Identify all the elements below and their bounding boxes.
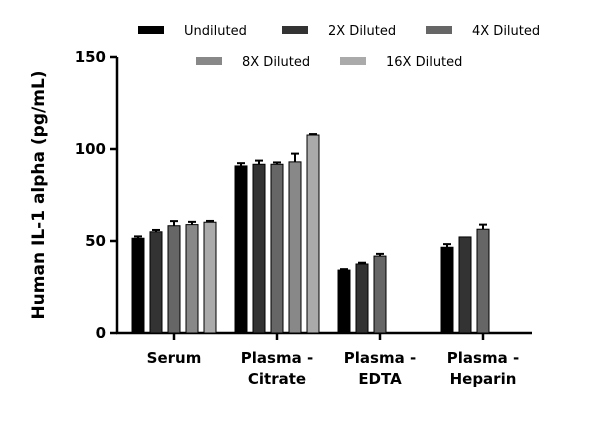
legend-label: 16X Diluted [386,55,462,70]
legend-label: 2X Diluted [328,24,396,39]
bar-undiluted [234,165,248,334]
legend-label: 8X Diluted [242,55,310,70]
bar-2x-diluted [149,231,163,334]
legend-label: Undiluted [184,24,247,39]
bar-undiluted [131,237,145,334]
bar-4x-diluted [270,163,284,334]
category-label: EDTA [358,370,402,388]
category-label: Plasma - [241,349,313,367]
category-label: Heparin [450,370,517,388]
bar-undiluted [337,269,351,334]
y-tick-label: 150 [75,48,106,66]
category-label: Citrate [248,370,306,388]
legend-label: 4X Diluted [472,24,540,39]
legend-swatch [340,57,366,65]
y-tick-label: 0 [96,324,106,342]
y-axis-label: Human IL-1 alpha (pg/mL) [29,70,49,319]
bar-2x-diluted [458,236,472,334]
legend-swatch [196,57,222,65]
y-tick-label: 100 [75,140,106,158]
bar-2x-diluted [252,163,266,334]
legend-swatch [138,26,164,34]
category-label: Plasma - [447,349,519,367]
bar-4x-diluted [167,225,181,334]
bar-undiluted [440,246,454,334]
bar-2x-diluted [355,263,369,334]
bar-16x-diluted [203,221,217,334]
bar-16x-diluted [306,134,320,334]
y-tick-label: 50 [85,232,106,250]
category-label: Serum [147,349,202,367]
legend-swatch [282,26,308,34]
bar-4x-diluted [373,255,387,334]
bar-8x-diluted [185,224,199,334]
bar-4x-diluted [476,228,490,334]
bar-8x-diluted [288,161,302,334]
legend-swatch [426,26,452,34]
category-label: Plasma - [344,349,416,367]
